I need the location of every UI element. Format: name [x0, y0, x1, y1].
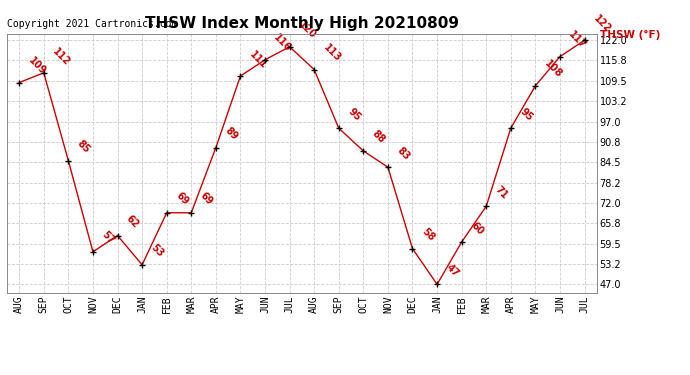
Text: THSW (°F): THSW (°F) [600, 30, 660, 40]
Text: 53: 53 [149, 243, 166, 259]
Text: 89: 89 [223, 125, 239, 142]
Title: THSW Index Monthly High 20210809: THSW Index Monthly High 20210809 [145, 16, 459, 31]
Text: 109: 109 [26, 56, 48, 77]
Text: 116: 116 [272, 33, 293, 54]
Text: 58: 58 [420, 226, 436, 243]
Text: 62: 62 [124, 213, 141, 230]
Text: 85: 85 [75, 138, 92, 155]
Text: 111: 111 [248, 49, 269, 70]
Text: 57: 57 [100, 230, 117, 246]
Text: 108: 108 [542, 59, 564, 80]
Text: 83: 83 [395, 145, 411, 162]
Text: 120: 120 [297, 20, 318, 41]
Text: 60: 60 [469, 220, 485, 237]
Text: 71: 71 [493, 184, 510, 201]
Text: 95: 95 [518, 106, 534, 123]
Text: 122: 122 [591, 13, 613, 35]
Text: 117: 117 [567, 30, 589, 51]
Text: 47: 47 [444, 262, 461, 279]
Text: 69: 69 [198, 190, 215, 207]
Text: 69: 69 [174, 190, 190, 207]
Text: 95: 95 [346, 106, 362, 123]
Text: 113: 113 [321, 43, 342, 64]
Text: Copyright 2021 Cartronics.com: Copyright 2021 Cartronics.com [7, 19, 177, 28]
Text: 112: 112 [51, 46, 72, 67]
Text: 88: 88 [371, 129, 387, 146]
